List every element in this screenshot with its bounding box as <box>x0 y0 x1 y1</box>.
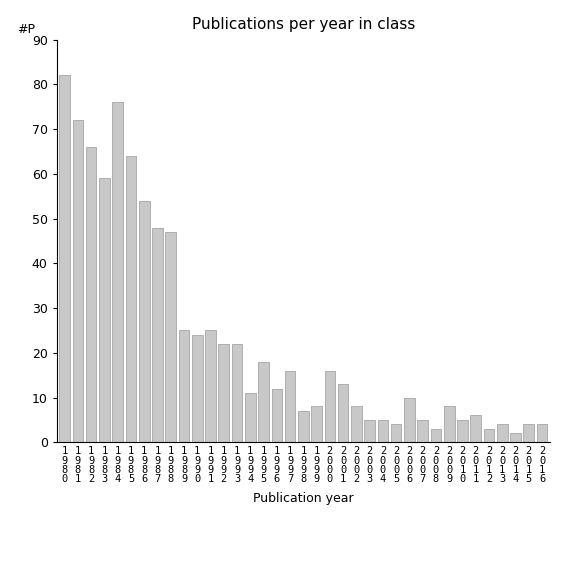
Bar <box>523 424 534 442</box>
Bar <box>126 156 136 442</box>
Bar <box>272 388 282 442</box>
Bar <box>166 232 176 442</box>
Bar <box>510 433 521 442</box>
Bar <box>457 420 468 442</box>
Bar <box>245 393 256 442</box>
Bar <box>298 411 308 442</box>
Bar <box>324 371 335 442</box>
Bar <box>537 424 547 442</box>
Bar <box>497 424 507 442</box>
Bar <box>338 384 349 442</box>
Bar <box>431 429 441 442</box>
Bar <box>378 420 388 442</box>
Bar <box>60 75 70 442</box>
Bar <box>484 429 494 442</box>
Bar <box>365 420 375 442</box>
Bar <box>232 344 242 442</box>
Bar <box>112 102 123 442</box>
Bar <box>152 227 163 442</box>
Bar <box>285 371 295 442</box>
Bar <box>73 120 83 442</box>
Bar <box>351 407 362 442</box>
Bar <box>139 201 150 442</box>
Bar <box>86 147 96 442</box>
X-axis label: Publication year: Publication year <box>253 492 354 505</box>
Bar <box>179 331 189 442</box>
Bar <box>444 407 455 442</box>
Bar <box>404 397 414 442</box>
Bar <box>311 407 322 442</box>
Bar <box>205 331 216 442</box>
Bar <box>258 362 269 442</box>
Text: #P: #P <box>17 23 35 36</box>
Bar <box>99 179 110 442</box>
Title: Publications per year in class: Publications per year in class <box>192 16 415 32</box>
Bar <box>391 424 401 442</box>
Bar <box>218 344 229 442</box>
Bar <box>192 335 202 442</box>
Bar <box>417 420 428 442</box>
Bar <box>471 416 481 442</box>
